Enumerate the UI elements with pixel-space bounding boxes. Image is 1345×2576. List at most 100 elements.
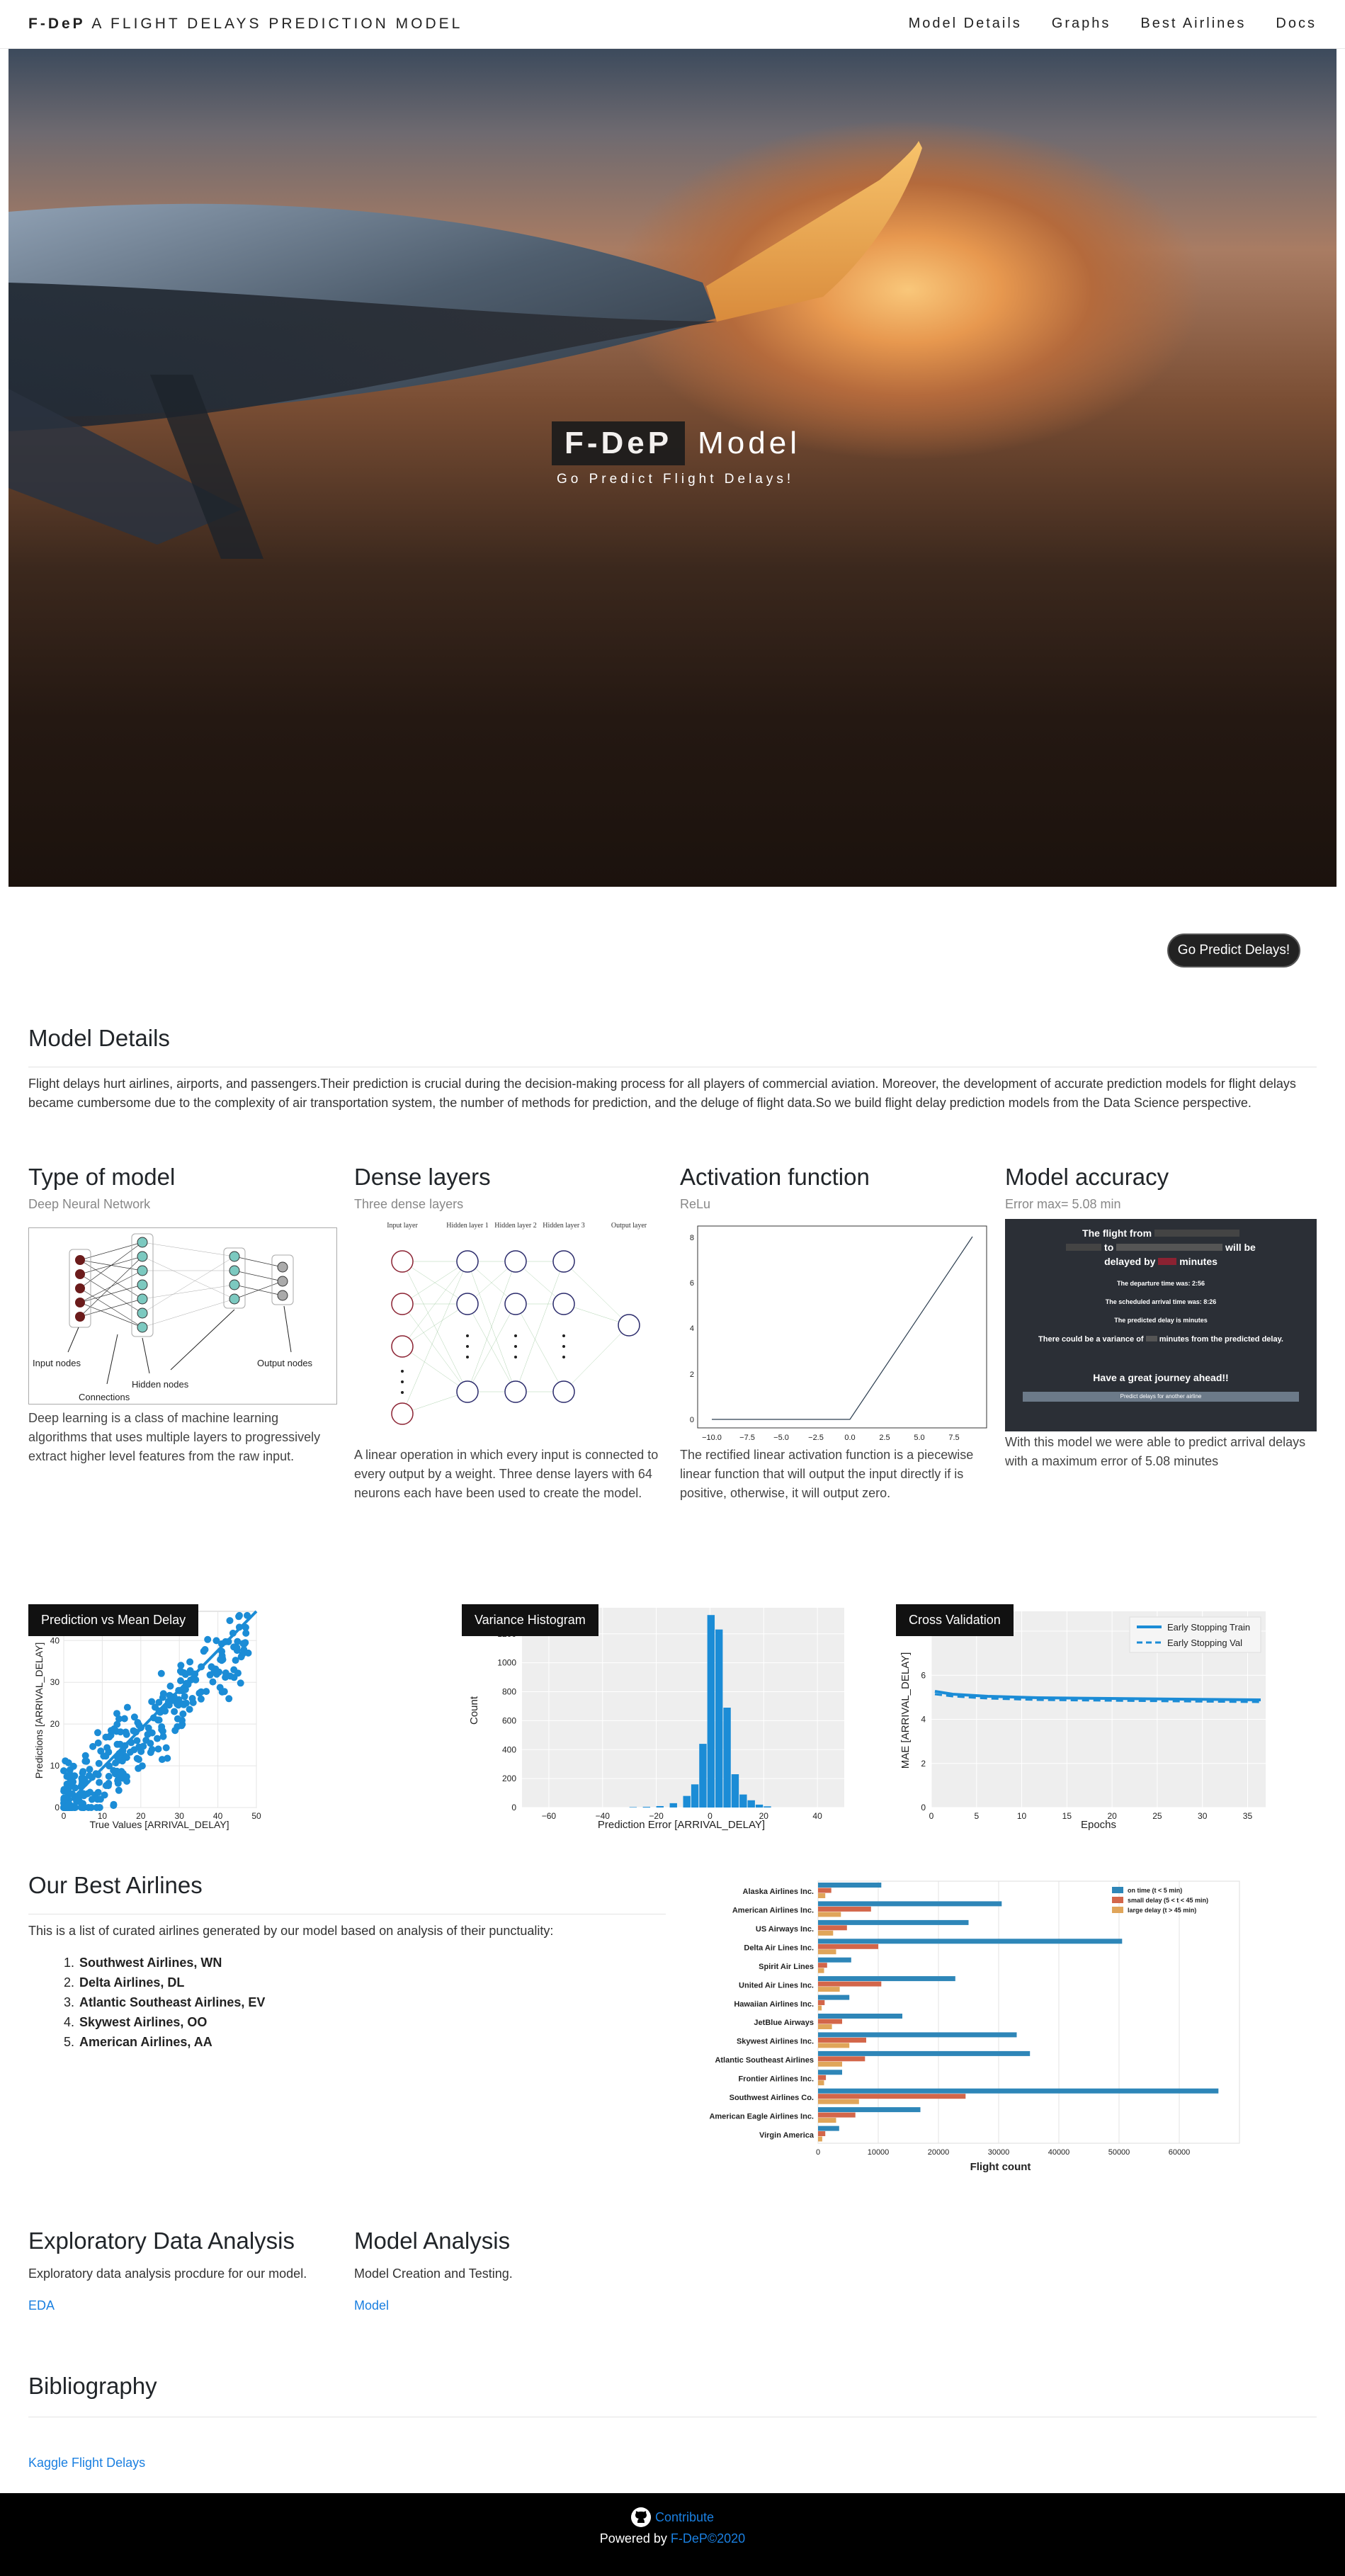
contribute-link[interactable]: Contribute	[654, 2509, 715, 2524]
category-label: Atlantic Southeast Airlines	[715, 2056, 814, 2065]
label-connections: Connections	[79, 1392, 130, 1402]
y-tick: 0	[511, 1803, 516, 1812]
category-label: American Airlines Inc.	[732, 1907, 814, 1915]
scatter-point	[126, 1748, 134, 1756]
x-tick: 25	[1152, 1811, 1162, 1821]
model-link[interactable]: Model	[354, 2298, 390, 2313]
y-axis-label: Predictions [ARRIVAL_DELAY]	[33, 1642, 45, 1778]
y-tick: 800	[502, 1687, 516, 1697]
scatter-point	[123, 1703, 131, 1711]
bar	[818, 1987, 840, 1992]
x-tick: 30	[1198, 1811, 1208, 1821]
nav-graphs[interactable]: Graphs	[1051, 16, 1111, 31]
x-tick: −2.5	[808, 1434, 824, 1442]
label-output-layer: Output layer	[611, 1222, 647, 1230]
scatter-point	[179, 1710, 187, 1718]
footer-brand-link[interactable]: F-DeP©2020	[670, 2531, 746, 2546]
x-tick: 5.0	[914, 1434, 924, 1442]
brand[interactable]: F-DeP A FLIGHT DELAYS PREDICTION MODEL	[28, 16, 462, 33]
bar	[818, 1939, 1123, 1944]
label-output-nodes: Output nodes	[257, 1358, 313, 1368]
x-tick: 15	[1062, 1811, 1072, 1821]
scatter-point	[235, 1613, 243, 1621]
x-axis-label: Prediction Error [ARRIVAL_DELAY]	[598, 1819, 765, 1831]
scatter-point	[95, 1759, 103, 1767]
scatter-point	[86, 1788, 94, 1796]
screen-text: The predicted delay is minutes	[1114, 1317, 1208, 1324]
bar	[818, 2136, 822, 2142]
list-item: 2. Delta Airlines, DL	[64, 1973, 265, 1992]
category-label: Alaska Airlines Inc.	[743, 1888, 814, 1896]
card-type-of-model: Type of model Deep Neural Network	[28, 1162, 340, 1466]
card-activation-function: Activation function ReLu 0 2 4 6 8 −10.0…	[680, 1162, 992, 1503]
scatter-point	[203, 1688, 210, 1696]
dense-layers-diagram: Input layer Hidden layer 1 Hidden layer …	[354, 1219, 663, 1446]
bar	[818, 1981, 882, 1987]
legend-label: small delay (5 < t < 45 min)	[1128, 1897, 1208, 1904]
scatter-point	[210, 1667, 218, 1675]
list-item: 1. Southwest Airlines, WN	[64, 1953, 265, 1973]
scatter-point	[135, 1743, 143, 1751]
scatter-point	[158, 1726, 166, 1733]
histogram-bar	[731, 1774, 739, 1808]
scatter-point	[130, 1713, 138, 1721]
x-axis-label: Epochs	[1081, 1819, 1116, 1831]
scatter-point	[86, 1766, 93, 1774]
scatter-plot: 0 10 20 30 40 50 0 10 20 30 40 True Values [ARRIVA…	[33, 1610, 261, 1830]
x-tick: 0	[708, 1811, 713, 1821]
bar	[818, 2032, 1017, 2038]
eda-link[interactable]: EDA	[28, 2298, 55, 2313]
scatter-point	[130, 1727, 137, 1735]
scatter-point	[120, 1715, 128, 1723]
nav-model-details[interactable]: Model Details	[908, 16, 1022, 31]
model-details-text: Flight delays hurt airlines, airports, a…	[28, 1077, 1296, 1110]
scatter-point	[157, 1669, 165, 1677]
category-label: United Air Lines Inc.	[739, 1981, 814, 1990]
histogram-bar	[707, 1615, 715, 1808]
bibliography-title: Bibliography	[28, 2373, 157, 2399]
nav-best-airlines[interactable]: Best Airlines	[1140, 16, 1247, 31]
github-icon[interactable]	[630, 2507, 651, 2527]
plot-label: Variance Histogram	[462, 1604, 598, 1636]
scatter-point	[96, 1778, 103, 1786]
bar	[818, 2005, 822, 2011]
scatter-point	[218, 1688, 226, 1696]
histogram-bar	[683, 1795, 691, 1808]
model-details-title: Model Details	[28, 1025, 170, 1051]
list-item: 3. Atlantic Southeast Airlines, EV	[64, 1992, 265, 2012]
y-tick: 200	[502, 1774, 516, 1783]
bar	[818, 2043, 850, 2048]
scatter-point	[148, 1698, 156, 1706]
bar	[818, 2050, 1031, 2056]
scatter-point	[164, 1754, 171, 1762]
scatter-point	[171, 1727, 179, 1735]
screen-text: delayed by	[1104, 1256, 1156, 1267]
x-axis-label: True Values [ARRIVAL_DELAY]	[89, 1819, 229, 1830]
kaggle-link[interactable]: Kaggle Flight Delays	[28, 2456, 146, 2470]
screen-text: The scheduled arrival time was: 8:26	[1105, 1298, 1217, 1305]
scatter-point	[174, 1700, 181, 1708]
go-predict-delays-button[interactable]: Go Predict Delays!	[1167, 934, 1300, 968]
bar	[818, 1925, 847, 1931]
nav-docs[interactable]: Docs	[1276, 16, 1317, 31]
list-item-label: Atlantic Southeast Airlines, EV	[79, 1995, 266, 2009]
x-tick: 30	[175, 1811, 185, 1821]
label-input-nodes: Input nodes	[33, 1358, 81, 1368]
scatter-point	[94, 1739, 102, 1747]
bar	[818, 2131, 826, 2136]
scatter-point	[94, 1788, 102, 1796]
scatter-point	[123, 1730, 130, 1738]
x-tick: 10	[1017, 1811, 1027, 1821]
x-tick: 60000	[1169, 2148, 1191, 2157]
airlines-list: 1. Southwest Airlines, WN 2. Delta Airline…	[64, 1953, 265, 2052]
scatter-point	[64, 1771, 72, 1779]
histogram-bar	[699, 1744, 707, 1808]
y-tick: 1000	[497, 1658, 516, 1668]
scatter-point	[181, 1686, 189, 1693]
prediction-screenshot: The flight from to will be delayed by mi…	[1005, 1219, 1317, 1431]
screen-button: Predict delays for another airline	[1023, 1392, 1299, 1402]
plot-variance-histogram: Variance Histogram −60 −40 −20 0 20 40 0 200 400…	[462, 1604, 851, 1838]
bar	[818, 2107, 921, 2113]
scatter-point	[161, 1707, 169, 1715]
bar	[818, 2080, 824, 2086]
